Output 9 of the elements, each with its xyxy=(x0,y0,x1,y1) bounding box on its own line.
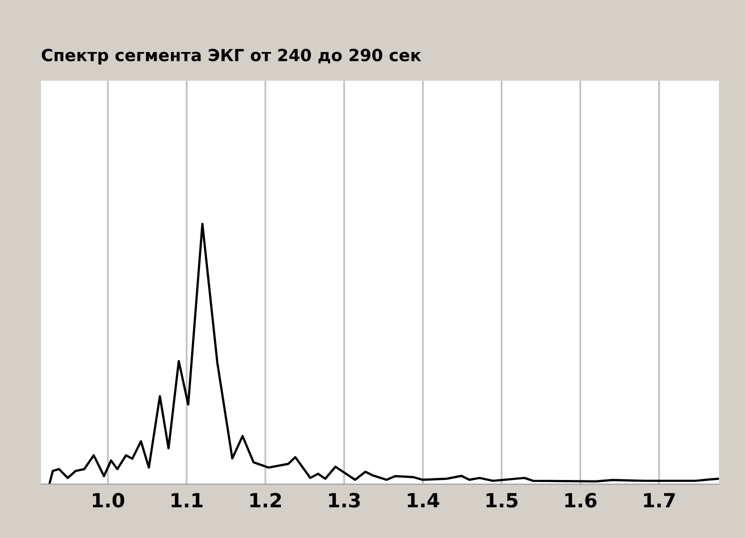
x-tick-label: 1.4 xyxy=(408,493,440,508)
x-tick-label: 1.5 xyxy=(486,493,518,508)
x-tick-label: 1.7 xyxy=(644,493,675,508)
x-tick-label: 1.0 xyxy=(92,492,124,508)
x-tick-label: 1.2 xyxy=(250,492,281,508)
chart-title: Спектр сегмента ЭКГ от 240 до 290 сек xyxy=(42,48,422,65)
x-tick-label: 1.3 xyxy=(329,492,360,508)
x-tick-label: 1.1 xyxy=(172,493,203,508)
x-tick-label: 1.6 xyxy=(565,492,597,508)
